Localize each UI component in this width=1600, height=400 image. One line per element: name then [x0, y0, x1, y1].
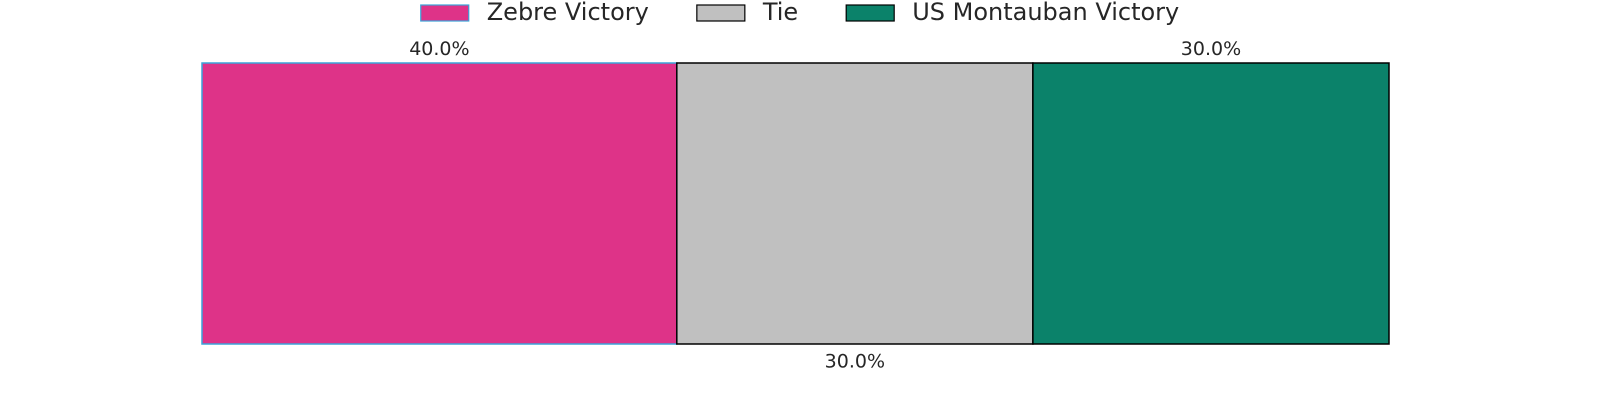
legend-item-us-montauban-victory: US Montauban Victory [845, 0, 1179, 26]
legend-swatch-tie [696, 4, 746, 22]
legend-label-us-montauban-victory: US Montauban Victory [912, 0, 1179, 26]
legend-item-tie: Tie [696, 0, 798, 26]
legend: Zebre Victory Tie US Montauban Victory [420, 0, 1179, 26]
bar-segment-zebre-victory [201, 62, 678, 345]
bar-segment-tie [676, 62, 1034, 345]
legend-label-zebre-victory: Zebre Victory [487, 0, 649, 26]
value-label-us-montauban-victory: 30.0% [1181, 38, 1241, 60]
value-label-tie: 30.0% [825, 351, 885, 373]
value-label-zebre-victory: 40.0% [409, 38, 469, 60]
legend-label-tie: Tie [762, 0, 798, 26]
data-labels: 40.0% 30.0% 30.0% [409, 38, 1241, 373]
bar-segment-us-montauban-victory [1032, 62, 1390, 345]
legend-swatch-us-montauban-victory [845, 4, 895, 22]
stacked-bar [201, 62, 1390, 345]
legend-item-zebre-victory: Zebre Victory [420, 0, 649, 26]
legend-swatch-zebre-victory [420, 4, 470, 22]
